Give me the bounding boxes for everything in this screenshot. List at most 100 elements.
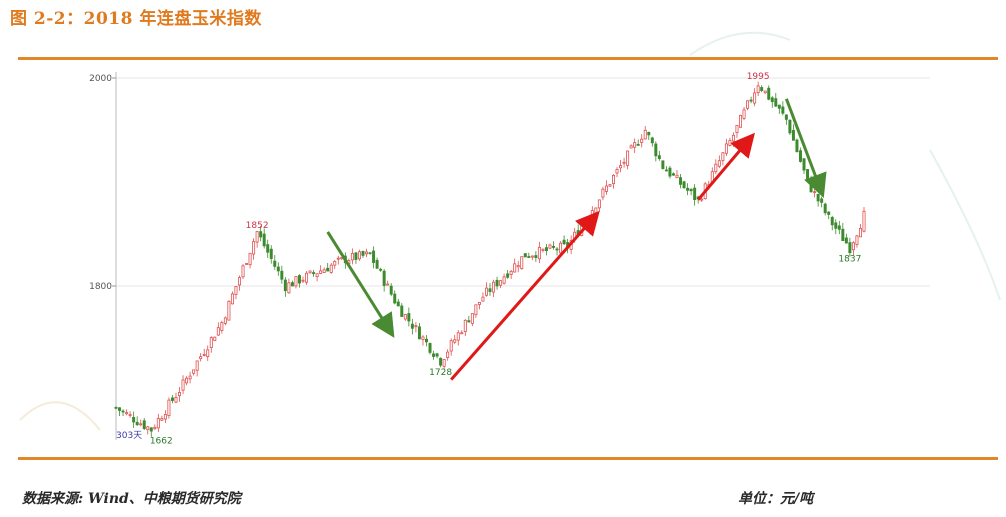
candle (474, 304, 478, 318)
candle (185, 376, 189, 386)
candle (689, 188, 693, 196)
candle-body (679, 177, 683, 185)
candle (601, 186, 605, 201)
candle (668, 165, 672, 179)
candle-body (664, 169, 668, 172)
candle-body (195, 360, 199, 371)
candle-body (206, 349, 210, 358)
candle-body (453, 339, 457, 343)
candle-body (167, 399, 171, 416)
candle (206, 345, 210, 361)
candle (368, 252, 372, 255)
candle (721, 152, 725, 166)
candle (266, 239, 270, 258)
candle-body (121, 410, 125, 413)
candlestick-chart: 1662 1852 1728 1995 1837 2000 1800 303天 (89, 72, 930, 447)
candle (357, 249, 361, 261)
candle-body (544, 247, 548, 251)
candle-body (552, 245, 555, 248)
candle (626, 150, 630, 170)
candle-body (379, 268, 383, 271)
candle-body (290, 282, 294, 287)
candle-body (795, 139, 799, 153)
candle (858, 224, 862, 238)
candle (841, 223, 845, 242)
candle (181, 375, 185, 395)
candle (178, 387, 181, 402)
candles (114, 81, 866, 437)
candle (125, 409, 129, 416)
candle-body (781, 106, 785, 114)
candle-body (612, 174, 615, 185)
candle-body (255, 231, 259, 243)
candle-body (333, 261, 337, 266)
candle (160, 415, 164, 421)
figure-title: 图 2-2：2018 年连盘玉米指数 (10, 9, 262, 29)
candle-body (622, 161, 626, 164)
candle-body (513, 263, 517, 273)
candle (312, 270, 316, 277)
candle (753, 88, 757, 107)
candle-body (326, 267, 330, 272)
candle-body (495, 279, 499, 287)
candle-body (615, 168, 619, 174)
candle-body (760, 87, 764, 91)
candle (559, 241, 563, 255)
candle-body (178, 391, 181, 397)
candle-body (156, 418, 160, 429)
candle-body (312, 272, 316, 275)
candle (830, 215, 834, 231)
candle-body (238, 277, 241, 286)
candle-body (777, 104, 781, 109)
candle-body (739, 115, 742, 128)
candle-body (484, 287, 488, 296)
candle-body (597, 199, 601, 209)
candle-body (791, 129, 795, 141)
candle (230, 291, 234, 305)
candle-body (530, 255, 534, 258)
candle (167, 397, 171, 419)
candle (139, 419, 143, 427)
candle-body (269, 248, 273, 259)
candle (276, 262, 280, 276)
candle (227, 300, 231, 321)
trend-arrow-down-1 (326, 231, 395, 338)
candle (234, 286, 238, 300)
candle-body (756, 85, 760, 94)
candle-body (548, 244, 552, 249)
candle (862, 207, 866, 233)
candle-body (382, 270, 386, 286)
candle-body (763, 90, 767, 94)
candle-body (301, 279, 305, 282)
candle (777, 104, 781, 114)
candle (294, 276, 298, 289)
candle (506, 269, 510, 279)
candle (640, 134, 644, 148)
candle (192, 369, 196, 376)
candle (428, 342, 432, 355)
candle-body (153, 426, 157, 430)
candle (361, 250, 365, 258)
trend-arrow-up-3 (697, 132, 755, 201)
candle (544, 243, 548, 256)
candle (499, 280, 503, 288)
candle (714, 159, 718, 175)
background-watermark (19, 31, 1001, 431)
candle-body (608, 184, 612, 187)
candle-body (668, 167, 672, 177)
candle (650, 136, 654, 147)
candle (449, 338, 453, 356)
candle (760, 85, 764, 93)
candle-body (802, 158, 806, 171)
candle-body (823, 203, 827, 214)
candle-body (562, 239, 566, 245)
candle-body (319, 270, 323, 274)
candle-body (827, 211, 831, 215)
candle-body (220, 322, 224, 331)
candle-body (555, 248, 559, 251)
candle (541, 248, 545, 253)
candle (435, 353, 439, 359)
candle-body (174, 396, 178, 403)
candle (749, 96, 753, 104)
candle-body (841, 228, 845, 242)
